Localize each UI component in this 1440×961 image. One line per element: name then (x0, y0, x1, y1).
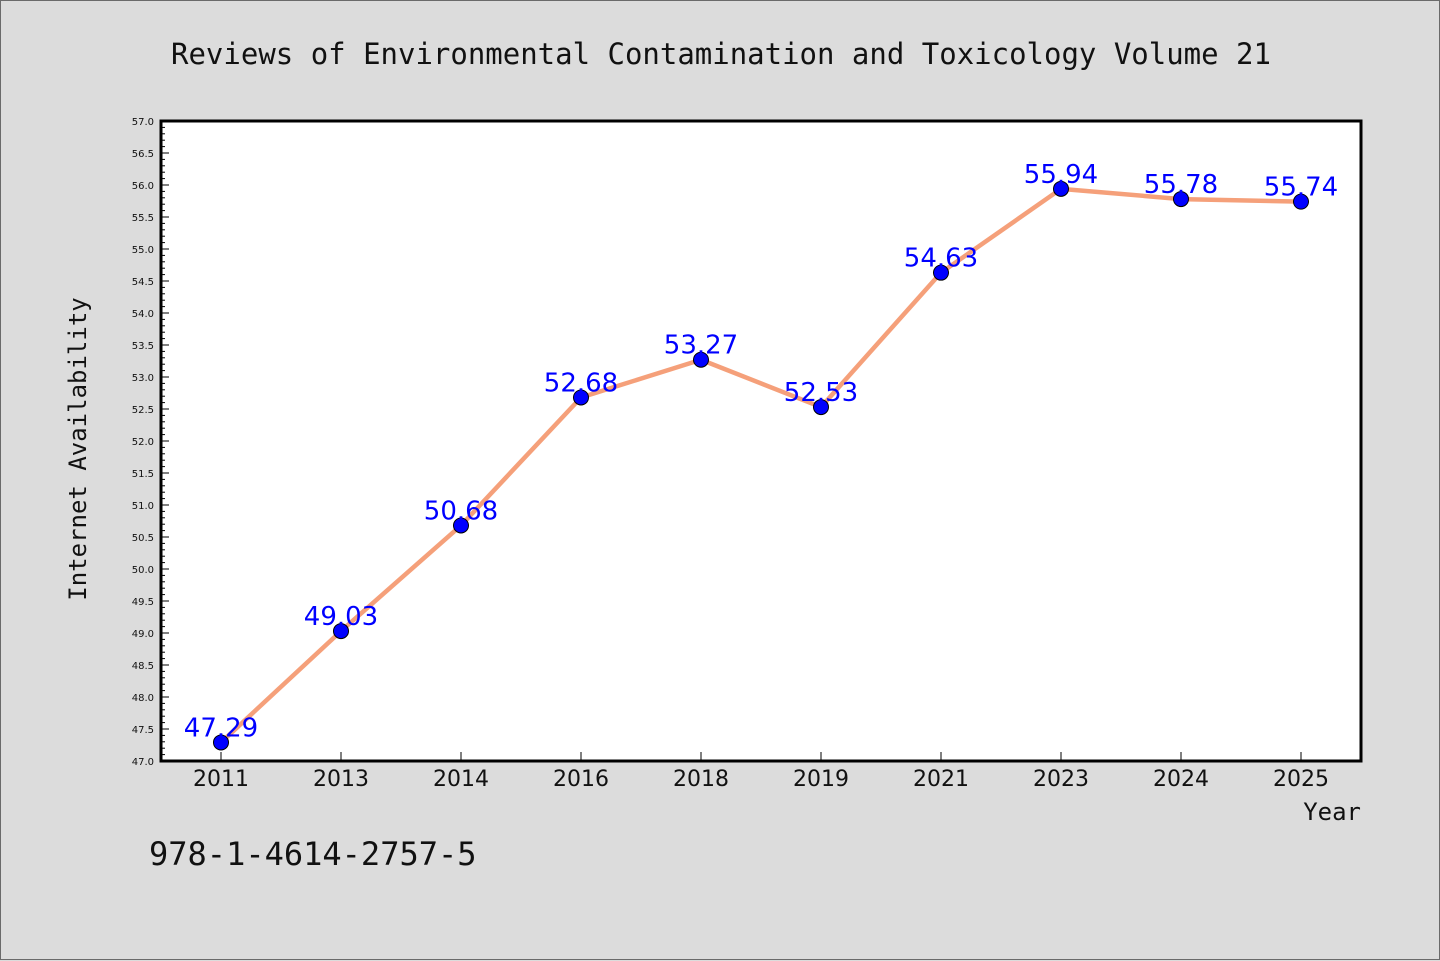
y-tick-label: 52.0 (132, 437, 154, 448)
x-tick-label: 2018 (673, 767, 729, 792)
data-point-label: 50.68 (424, 496, 498, 526)
plot-area (159, 119, 1363, 763)
data-point-label: 55.78 (1144, 170, 1218, 200)
data-point-marker (333, 623, 349, 640)
isbn-footnote: 978-1-4614-2757-5 (149, 835, 477, 873)
chart-title: Reviews of Environmental Contamination a… (171, 37, 1271, 71)
y-tick-label: 54.5 (132, 277, 154, 288)
y-tick-label: 50.5 (132, 533, 154, 544)
data-point-marker (213, 734, 229, 751)
series-line-group (218, 186, 1304, 745)
y-tick-label: 53.5 (132, 341, 154, 352)
data-point-marker (693, 351, 709, 368)
data-point-marker (1293, 193, 1309, 210)
y-tick-label: 57.0 (132, 117, 154, 128)
y-tick-label: 55.0 (132, 245, 154, 256)
x-tick-label: 2016 (553, 767, 609, 792)
y-tick-label: 50.0 (132, 565, 154, 576)
y-axis-label: Internet Availability (64, 297, 92, 600)
series-line (218, 186, 1304, 745)
y-tick-label: 51.0 (132, 501, 154, 512)
data-point-label: 49.03 (304, 602, 378, 632)
y-axis-ticks: 47.0 47.5 48.0 48.5 49.0 49.5 50.0 50.5 51.0 51.5… (132, 117, 169, 768)
y-tick-label: 47.0 (132, 757, 154, 768)
x-tick-label: 2021 (913, 767, 969, 792)
data-point-marker (453, 517, 469, 534)
data-point-label: 52.53 (784, 378, 858, 408)
x-tick-label: 2019 (793, 767, 849, 792)
y-tick-label: 55.5 (132, 213, 154, 224)
x-axis-label: Year (1303, 798, 1361, 826)
x-tick-label: 2011 (193, 767, 249, 792)
x-tick-label: 2024 (1153, 767, 1209, 792)
data-point-label: 53.27 (664, 331, 738, 361)
y-tick-label: 53.0 (132, 373, 154, 384)
data-point-marker (813, 399, 829, 416)
data-point-marker (1053, 180, 1069, 197)
x-tick-label: 2014 (433, 767, 489, 792)
data-point-label: 54.63 (904, 244, 978, 274)
x-axis-ticks: 2011 2013 2014 2016 2018 2019 2021 2023 2024 2025 (193, 752, 1329, 792)
y-tick-label: 49.5 (132, 597, 154, 608)
x-tick-label: 2013 (313, 767, 369, 792)
y-tick-label: 56.0 (132, 181, 154, 192)
data-labels: 47.29 49.03 50.68 52.68 53.27 52.53 54.63 55.94… (184, 160, 1338, 744)
y-tick-label: 51.5 (132, 469, 154, 480)
x-tick-label: 2023 (1033, 767, 1089, 792)
y-tick-label: 49.0 (132, 629, 154, 640)
y-tick-label: 54.0 (132, 309, 154, 320)
y-tick-label: 48.5 (132, 661, 154, 672)
data-point-label: 55.74 (1264, 173, 1338, 203)
data-point-marker (933, 264, 949, 281)
series-markers (213, 180, 1309, 751)
y-tick-label: 47.5 (132, 725, 154, 736)
y-tick-label: 52.5 (132, 405, 154, 416)
y-tick-label: 48.0 (132, 693, 154, 704)
y-tick-label: 56.5 (132, 149, 154, 160)
data-point-marker (573, 389, 589, 406)
x-tick-label: 2025 (1273, 767, 1329, 792)
data-point-label: 55.94 (1024, 160, 1098, 190)
data-point-marker (1173, 191, 1189, 208)
data-point-label: 52.68 (544, 368, 618, 398)
data-point-label: 47.29 (184, 713, 258, 743)
